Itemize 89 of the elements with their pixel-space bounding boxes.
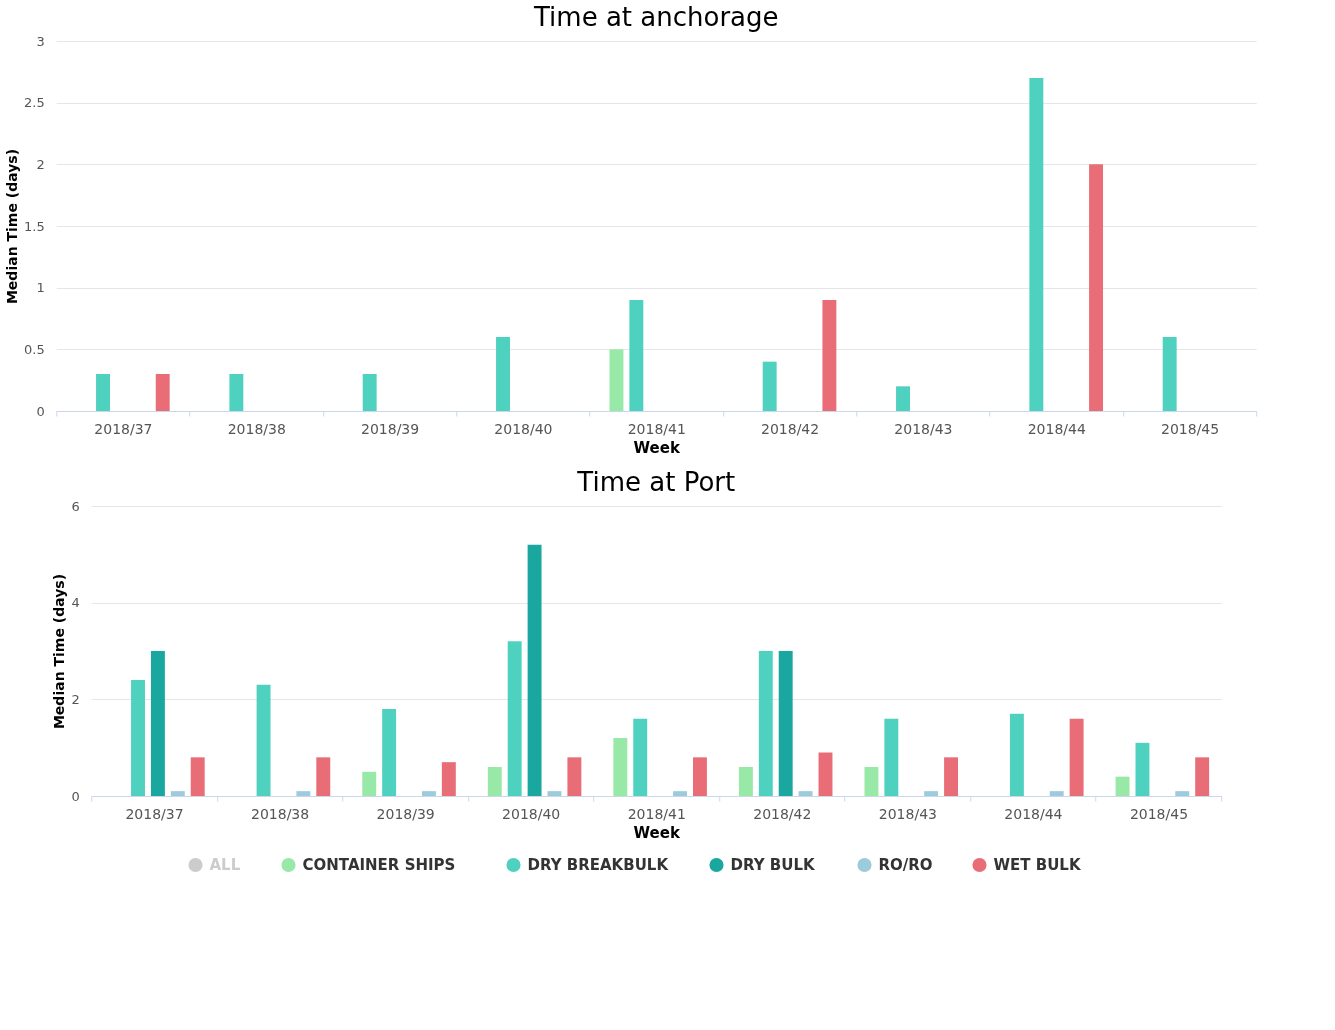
x-tick-label: 2018/40 [494,420,553,437]
y-tick-label: 2 [36,156,45,172]
y-tick-label: 3 [36,33,45,49]
bar [822,300,837,411]
bar [633,718,648,796]
x-tick-label: 2018/44 [1004,805,1063,822]
x-axis-title: Week [633,438,681,457]
bar [944,757,959,796]
x-tick-label: 2018/45 [1161,420,1220,437]
y-axis-title: Median Time (days) [4,148,21,305]
bar [362,771,377,796]
x-tick-label: 2018/39 [376,805,435,822]
x-tick-label: 2018/44 [1027,420,1086,437]
bar [1195,757,1210,796]
bar [758,651,773,796]
x-tick-label: 2018/38 [251,805,310,822]
bar [316,757,331,796]
bar [864,767,879,796]
legend-label: DRY BREAKBULK [527,856,670,874]
x-axis-title: Week [633,823,681,842]
bar [673,791,687,796]
x-tick-label: 2018/37 [94,420,153,437]
bar [170,791,185,796]
bar [256,684,271,796]
y-tick-label: 0 [36,403,45,419]
bar [1029,78,1044,411]
bar [1175,791,1190,796]
y-tick-label: 0.5 [24,341,45,357]
y-tick-label: 6 [71,498,80,514]
bar [190,757,205,796]
bar [96,374,110,411]
bar [296,791,311,796]
bar [507,641,522,796]
x-tick-label: 2018/39 [361,420,420,437]
bar [692,757,707,796]
bar [1115,776,1130,796]
bar [1089,164,1104,411]
bar [1135,742,1150,796]
bar [896,386,910,411]
bar [421,791,436,796]
x-tick-label: 2018/37 [125,805,184,822]
y-tick-label: 1 [36,280,45,296]
bar [924,791,939,796]
bar [150,651,165,796]
y-tick-label: 1.5 [24,218,45,234]
bar [229,374,244,411]
bar [884,718,899,796]
legend-label: WET BULK [993,856,1082,874]
bar [1162,337,1177,411]
x-tick-label: 2018/45 [1129,805,1189,822]
bar [1069,718,1084,796]
bar [547,791,562,796]
x-tick-label: 2018/43 [894,420,953,437]
y-tick-label: 0 [71,788,80,804]
bar [382,709,397,796]
chart-title: Time at Port [576,467,736,497]
x-tick-label: 2018/40 [502,805,561,822]
legend-label: RO/RO [878,856,933,874]
bar [762,361,777,411]
bar [629,300,644,411]
bar [487,767,502,796]
bar [567,757,582,796]
y-tick-label: 2 [71,691,80,707]
bar [441,762,456,796]
bar [1049,791,1064,796]
bar [738,767,753,796]
bar [155,374,170,411]
bar [818,752,833,796]
bar [798,791,813,796]
bar [527,544,542,796]
bar [778,651,793,796]
chart-title: Time at anchorage [533,2,779,32]
x-tick-label: 2018/42 [761,420,820,437]
bar [362,374,377,411]
y-axis-title: Median Time (days) [51,573,68,730]
bar [131,680,145,796]
bar [609,349,624,411]
x-tick-label: 2018/41 [627,420,686,437]
bar [496,337,510,411]
legend-label: DRY BULK [730,856,816,874]
y-tick-label: 4 [71,595,80,611]
legend-label: CONTAINER SHIPS [302,856,456,874]
bar [613,738,628,796]
x-tick-label: 2018/42 [753,805,812,822]
x-tick-label: 2018/43 [878,805,937,822]
x-tick-label: 2018/41 [627,805,686,822]
bar [1009,713,1024,796]
x-tick-label: 2018/38 [227,420,286,437]
y-tick-label: 2.5 [24,95,45,111]
